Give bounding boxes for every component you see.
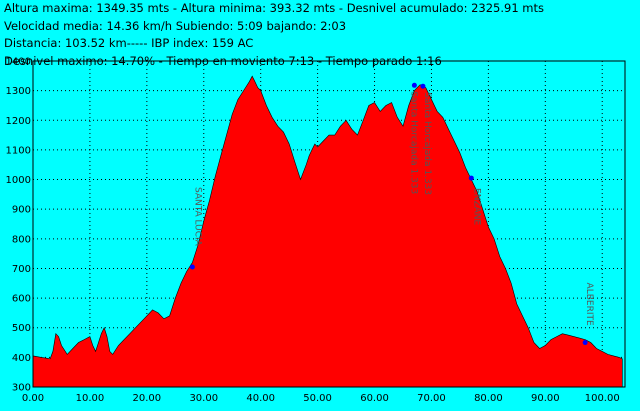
y-tick-label: 1200 bbox=[6, 116, 31, 127]
y-tick-label: 1000 bbox=[6, 175, 31, 186]
x-tick-label: 0.00 bbox=[22, 393, 44, 404]
waypoint-marker bbox=[411, 82, 417, 88]
waypoint-marker bbox=[582, 340, 588, 346]
y-tick-label: 500 bbox=[12, 323, 31, 334]
x-tick-label: 20.00 bbox=[133, 393, 162, 404]
stats-line-distance: Distancia: 103.52 km----- IBP index: 159… bbox=[4, 36, 254, 51]
y-tick-label: 1400 bbox=[6, 57, 31, 68]
waypoint-label: Santa Horcajada 1.333 bbox=[408, 91, 418, 194]
y-tick-label: 300 bbox=[12, 383, 31, 394]
waypoints: SANTA LUCIA Santa Horcajada 1.333 Santa Ho… bbox=[189, 82, 594, 346]
waypoint-marker bbox=[189, 264, 195, 270]
waypoint-label: SANTA LUCIA bbox=[192, 187, 202, 247]
plot-frame bbox=[32, 60, 626, 388]
x-tick-label: 100.00 bbox=[585, 393, 620, 404]
waypoint-marker bbox=[468, 175, 474, 181]
y-tick-label: 1300 bbox=[6, 86, 31, 97]
y-tick-label: 400 bbox=[12, 353, 31, 364]
y-tick-label: 900 bbox=[12, 205, 31, 216]
elevation-area bbox=[32, 75, 623, 388]
x-tick-label: 50.00 bbox=[303, 393, 332, 404]
x-tick-label: 10.00 bbox=[76, 393, 105, 404]
stats-line-altitude: Altura maxima: 1349.35 mts - Altura mini… bbox=[4, 1, 545, 15]
y-tick-label: 800 bbox=[12, 234, 31, 245]
waypoint-label: Santa Horcajada 1.333 bbox=[422, 92, 432, 195]
x-tick-label: 40.00 bbox=[246, 393, 275, 404]
x-axis-ticks: 0.00 10.00 20.00 30.00 40.00 50.00 60.00 70.00 8… bbox=[22, 393, 620, 404]
y-tick-label: 1100 bbox=[6, 145, 31, 156]
y-axis-ticks: 300 400 500 600 700 800 900 1000 1100 1200 1300 140… bbox=[6, 57, 31, 394]
y-tick-label: 600 bbox=[12, 294, 31, 305]
x-tick-label: 30.00 bbox=[189, 393, 218, 404]
plot-border bbox=[32, 60, 626, 388]
x-tick-label: 70.00 bbox=[417, 393, 446, 404]
x-tick-label: 90.00 bbox=[531, 393, 560, 404]
waypoint-label: ENZANE bbox=[471, 188, 481, 225]
waypoint-marker bbox=[420, 83, 426, 89]
x-tick-label: 60.00 bbox=[360, 393, 389, 404]
x-tick-label: 80.00 bbox=[474, 393, 503, 404]
y-tick-label: 700 bbox=[12, 264, 31, 275]
waypoint-label: ALBERITE bbox=[584, 283, 594, 326]
stats-line-speed: Velocidad media: 14.36 km/h Subiendo: 5:… bbox=[4, 18, 347, 33]
